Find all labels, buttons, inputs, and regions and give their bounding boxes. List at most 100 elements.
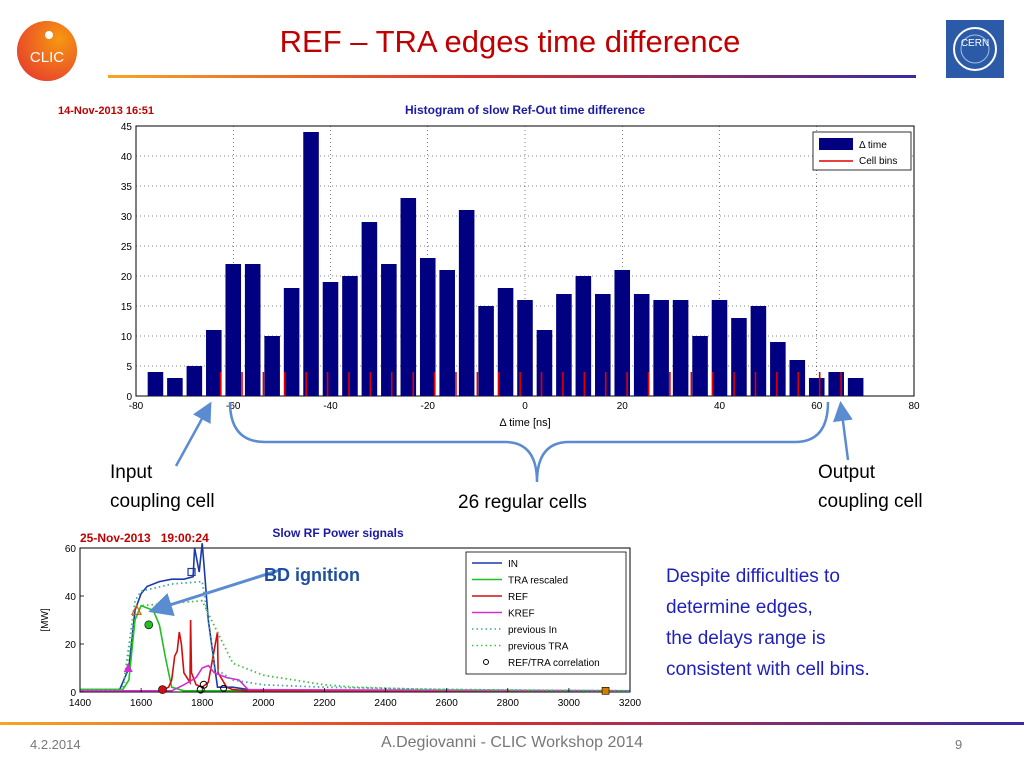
page-number: 9 <box>955 737 963 752</box>
output-arrow <box>833 401 853 461</box>
hist-ytick-label: 30 <box>121 212 133 223</box>
hist-xtick-label: 20 <box>617 401 629 412</box>
hist-xtick-label: -60 <box>226 401 241 412</box>
hist-xtick-label: 60 <box>811 401 823 412</box>
hist-bar <box>478 306 494 396</box>
hist-bar <box>828 372 844 396</box>
hist-timestamp: 14-Nov-2013 16:51 <box>58 105 154 117</box>
input-label-line2: coupling cell <box>110 491 215 512</box>
input-label-line1: Input <box>110 462 153 483</box>
slide-title: REF – TRA edges time difference <box>279 24 741 59</box>
hist-bar <box>731 318 747 396</box>
hist-xtick-label: 0 <box>522 401 528 412</box>
hist-xtick-label: -20 <box>421 401 436 412</box>
hist-xtick-label: 40 <box>714 401 726 412</box>
rf-xtick-label: 1800 <box>191 698 214 709</box>
rf-ytick-label: 0 <box>70 688 76 699</box>
hist-xtick-label: -40 <box>323 401 338 412</box>
hist-bar <box>517 300 533 396</box>
hist-ytick-label: 40 <box>121 152 133 163</box>
hist-bar <box>167 378 183 396</box>
bd-ignition-arrow <box>148 568 281 616</box>
histogram-chart: 14-Nov-2013 16:51 Histogram of slow Ref-… <box>58 103 920 429</box>
hist-bar <box>439 270 455 396</box>
hist-cell-bins <box>219 372 842 396</box>
hist-bar <box>400 198 417 396</box>
rf-marker <box>601 687 610 695</box>
hist-bar <box>789 360 806 396</box>
hist-bar <box>283 288 300 396</box>
output-coupling-label: Output coupling cell <box>818 458 923 516</box>
rf-legend-label: REF <box>508 592 528 603</box>
rf-marker <box>158 685 167 694</box>
rf-xtick-label: 2800 <box>497 698 520 709</box>
hist-axes: -80 -60 -40 -20 0 20 40 60 80 0 5 10 15 20 25 30 35 40 45 <box>121 122 920 412</box>
hist-bar <box>595 294 611 396</box>
regular-cells-brace <box>228 401 830 483</box>
rf-xtick-label: 3200 <box>619 698 642 709</box>
hist-ytick-label: 20 <box>121 272 133 283</box>
hist-bar <box>672 300 689 396</box>
hist-bar <box>847 378 864 396</box>
hist-bar <box>497 288 514 396</box>
rf-title: Slow RF Power signals <box>272 526 404 540</box>
rf-ytick-label: 20 <box>65 640 77 651</box>
hist-bar <box>264 336 280 396</box>
hist-bar <box>808 378 825 396</box>
rf-ytick-label: 60 <box>65 544 77 555</box>
hist-title: Histogram of slow Ref-Out time differenc… <box>405 103 645 117</box>
rf-marker <box>187 567 196 577</box>
hist-bar <box>458 210 475 396</box>
hist-bar <box>342 276 358 396</box>
hist-xtick-label: 80 <box>908 401 920 412</box>
rf-legend-label: IN <box>508 559 518 570</box>
hist-bars <box>147 132 864 396</box>
input-arrow <box>174 401 212 467</box>
rf-xtick-label: 3000 <box>558 698 581 709</box>
regular-cells-label: 26 regular cells <box>458 492 587 513</box>
rf-marker <box>199 680 208 689</box>
rf-xtick-label: 1400 <box>69 698 92 709</box>
rf-marker <box>131 604 142 616</box>
rf-xtick-label: 2000 <box>252 698 275 709</box>
hist-bar <box>322 282 339 396</box>
cern-logo: CERN <box>946 20 1004 78</box>
hist-bar <box>692 336 708 396</box>
hist-ytick-label: 0 <box>126 392 132 403</box>
title-divider <box>108 75 916 78</box>
legend-bar-swatch <box>819 138 853 150</box>
footer-divider <box>0 722 1024 725</box>
hist-bar <box>711 300 728 396</box>
hist-ytick-label: 15 <box>121 302 133 313</box>
rf-xtick-label: 1600 <box>130 698 153 709</box>
output-label-line1: Output <box>818 462 876 483</box>
rf-axes: 1400 1600 1800 2000 2200 2400 2600 2800 3000 3200… <box>65 544 642 709</box>
rf-correlation-point <box>220 684 228 692</box>
rf-legend: IN TRA rescaled REF KREF previous In previous… <box>465 551 627 675</box>
legend-delta-time: Δ time <box>859 140 887 151</box>
rf-markers <box>123 567 610 695</box>
hist-bar <box>575 276 592 396</box>
conclusion-line3: the delays range is <box>666 628 826 649</box>
rf-legend-label: previous In <box>508 625 557 636</box>
hist-bar <box>536 330 553 396</box>
hist-bar <box>186 366 203 396</box>
rf-legend-label: KREF <box>508 609 535 620</box>
hist-bar <box>750 306 767 396</box>
hist-legend: Δ time Cell bins <box>812 131 912 171</box>
footer-author: A.Degiovanni - CLIC Workshop 2014 <box>380 734 644 751</box>
hist-bar <box>244 264 261 396</box>
hist-bar <box>556 294 572 396</box>
rf-xtick-label: 2400 <box>374 698 397 709</box>
rf-timestamp: 25-Nov-2013 19:00:24 <box>80 531 209 545</box>
input-coupling-label: Input coupling cell <box>110 458 215 516</box>
hist-bar <box>206 330 222 396</box>
annotation-overlay <box>174 401 853 483</box>
rf-marker <box>144 620 154 630</box>
hist-ytick-label: 10 <box>121 332 133 343</box>
rf-ylabel: [MW] <box>40 608 51 632</box>
rf-marker <box>123 663 133 672</box>
rf-legend-label: REF/TRA correlation <box>508 658 600 669</box>
hist-bar <box>303 132 319 396</box>
hist-bar <box>147 372 164 396</box>
